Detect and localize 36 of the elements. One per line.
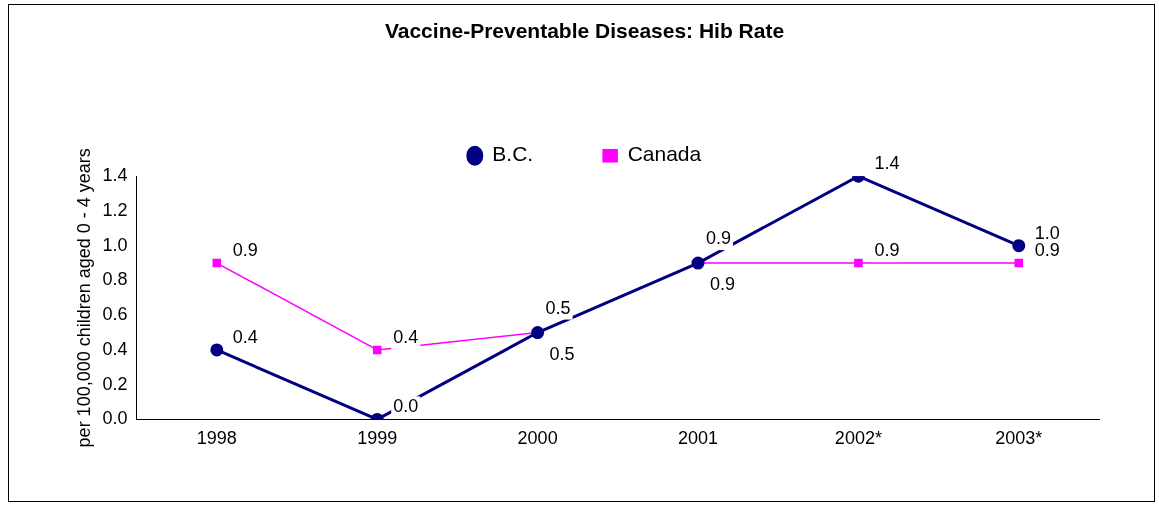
y-tick-label: 0.0	[102, 408, 128, 429]
data-label: 0.5	[549, 343, 575, 364]
point	[212, 258, 222, 268]
y-tick-label: 1.2	[102, 199, 128, 220]
x-tick-label: 2000	[517, 428, 558, 449]
data-label: 0.0	[393, 396, 419, 417]
legend-label: B.C.	[492, 142, 534, 166]
x-tick-label: 2002*	[834, 428, 882, 449]
x-tick-label: 1999	[357, 428, 398, 449]
data-label: 0.9	[710, 274, 736, 295]
point	[1012, 239, 1026, 253]
data-label: 1.4	[874, 153, 900, 174]
x-tick-label: 2001	[677, 428, 719, 449]
data-label: 0.9	[232, 240, 258, 261]
point	[854, 258, 863, 268]
data-label: 0.4	[232, 326, 258, 347]
data-label: 0.9	[1034, 240, 1060, 261]
chart-title: Vaccine-Preventable Diseases: Hib Rate	[384, 19, 785, 43]
legend-label: Canada	[627, 142, 702, 166]
y-tick-label: 1.4	[102, 165, 128, 186]
data-label: 0.5	[545, 297, 571, 318]
y-tick-label: 0.8	[102, 269, 128, 290]
data-label: 0.9	[874, 240, 900, 261]
x-tick-label: 1998	[196, 428, 237, 449]
y-tick-label: 0.2	[102, 373, 128, 394]
y-axis-title: per 100,000 children aged 0 - 4 years	[73, 148, 94, 448]
point	[210, 343, 224, 357]
y-tick-label: 1.0	[102, 234, 128, 255]
data-label: 0.9	[706, 228, 732, 249]
point	[1014, 258, 1024, 268]
point	[372, 345, 382, 355]
y-tick-label: 0.6	[102, 304, 128, 325]
y-tick-label: 0.4	[102, 338, 128, 359]
data-label: 1.0	[1034, 222, 1060, 243]
data-label: 0.4	[393, 326, 419, 347]
x-tick-label: 2003*	[995, 428, 1043, 449]
